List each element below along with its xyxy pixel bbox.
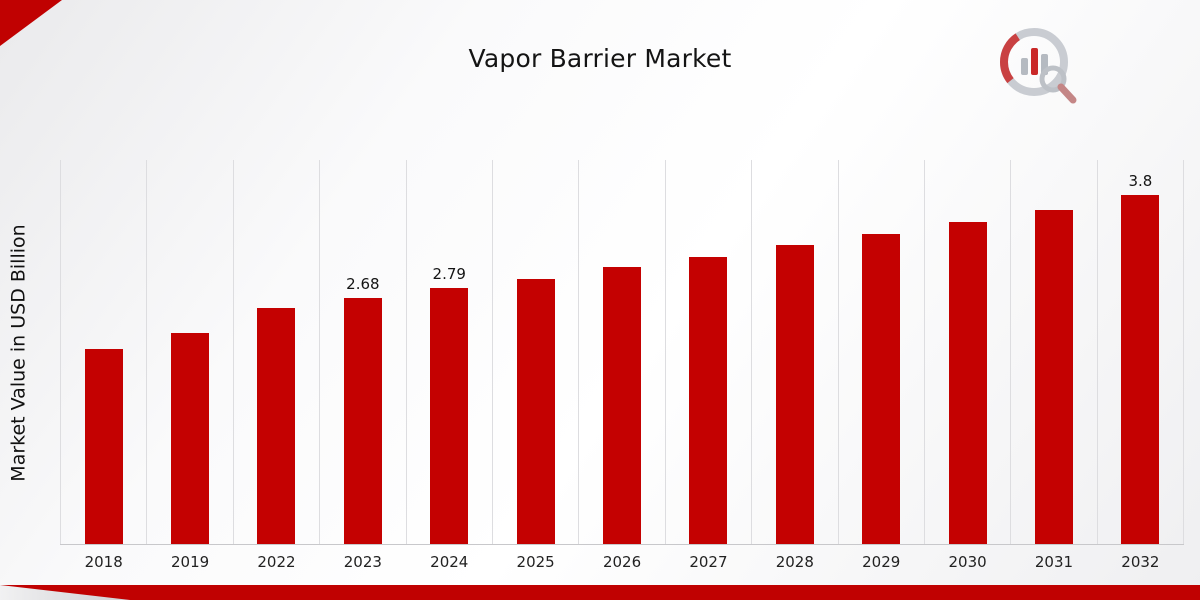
- chart-column-2031: 2031: [1010, 160, 1096, 571]
- bar-2025: [516, 278, 555, 544]
- bar-2031: [1034, 209, 1073, 544]
- chart-column-2028: 2028: [751, 160, 837, 571]
- bar-2028: [775, 245, 814, 544]
- bar-2026: [603, 267, 642, 544]
- plot-area: 2018 2019 2022 2.68 2023 2.79 2024 2025 2026 2027…: [60, 160, 1185, 571]
- y-axis-label: Market Value in USD Billion: [8, 223, 31, 482]
- x-tick-2022: 2022: [257, 553, 296, 571]
- bar-2029: [862, 233, 901, 544]
- x-tick-2032: 2032: [1121, 553, 1160, 571]
- bar-2024: [430, 287, 469, 544]
- chart-column-2025: 2025: [491, 160, 578, 571]
- corner-accent-shape: [0, 0, 62, 46]
- bar-2023: [343, 297, 382, 544]
- chart-column-2022: 2022: [232, 160, 319, 571]
- x-tick-2029: 2029: [862, 553, 901, 571]
- y-axis-label-wrap: Market Value in USD Billion: [4, 160, 34, 545]
- chart-column-2019: 2019: [146, 160, 232, 571]
- bar-value-label-2024: 2.79: [432, 264, 466, 283]
- bar-2032: [1121, 194, 1160, 544]
- bar-2030: [948, 221, 987, 544]
- x-tick-2025: 2025: [516, 553, 555, 571]
- bar-value-label-2023: 2.68: [346, 274, 380, 293]
- x-tick-2026: 2026: [602, 553, 642, 571]
- x-tick-2031: 2031: [1034, 553, 1074, 571]
- chart-column-2026: 2026: [578, 160, 664, 571]
- bar-2019: [171, 332, 210, 544]
- x-tick-2019: 2019: [170, 553, 210, 571]
- chart-column-2032: 3.8 2032: [1096, 160, 1185, 571]
- chart-column-2024: 2.79 2024: [405, 160, 492, 571]
- logo-watermark-icon: [992, 22, 1088, 108]
- x-tick-2024: 2024: [430, 553, 469, 571]
- chart-title: Vapor Barrier Market: [468, 44, 732, 73]
- x-tick-2023: 2023: [343, 553, 382, 571]
- x-tick-2030: 2030: [948, 553, 987, 571]
- chart-column-2030: 2030: [923, 160, 1010, 571]
- x-tick-2027: 2027: [689, 553, 728, 571]
- bar-2018: [84, 349, 123, 544]
- chart-column-2018: 2018: [60, 160, 146, 571]
- bar-2022: [257, 307, 296, 544]
- bar-2027: [689, 257, 728, 544]
- bottom-band: [0, 585, 1200, 600]
- x-tick-2018: 2018: [84, 553, 123, 571]
- bar-value-label-2032: 3.8: [1128, 171, 1153, 190]
- x-tick-2028: 2028: [775, 553, 814, 571]
- chart-column-2027: 2027: [664, 160, 751, 571]
- chart-column-2029: 2029: [837, 160, 924, 571]
- chart-column-2023: 2.68 2023: [319, 160, 405, 571]
